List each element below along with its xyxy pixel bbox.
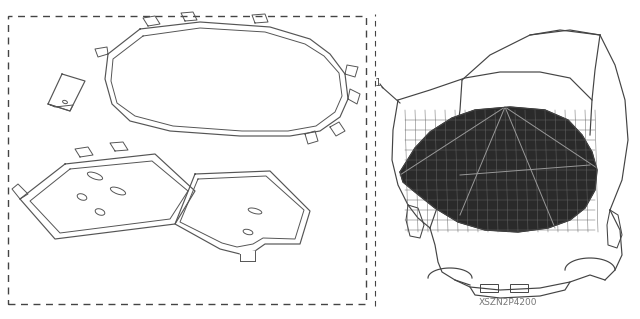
- Bar: [8, 16, 366, 304]
- Bar: [510, 284, 528, 292]
- Polygon shape: [400, 107, 597, 232]
- Bar: [480, 284, 498, 292]
- Text: 1: 1: [374, 78, 381, 88]
- Text: XSZN2P4200: XSZN2P4200: [479, 298, 537, 307]
